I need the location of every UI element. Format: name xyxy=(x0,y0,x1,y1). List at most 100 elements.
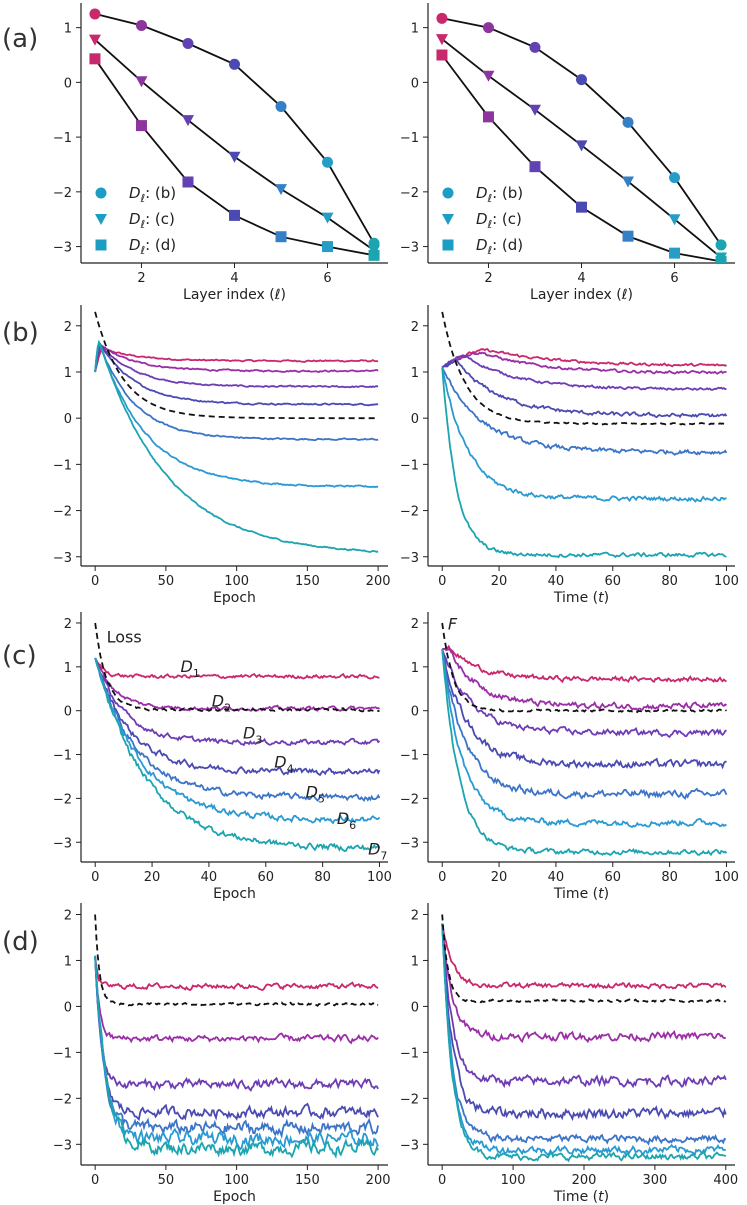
x-axis-label: Layer index (ℓ) xyxy=(183,287,286,303)
data-layer xyxy=(441,914,727,1163)
series-line-D5 xyxy=(441,367,728,456)
y-tick-label: 0 xyxy=(411,705,419,720)
data-layer xyxy=(441,311,728,559)
series-line-D2 xyxy=(441,351,727,375)
data-layer xyxy=(441,622,728,857)
data-point xyxy=(529,161,541,173)
series-line-D1 xyxy=(442,644,727,684)
y-tick-label: 0 xyxy=(64,412,72,427)
y-tick-label: −3 xyxy=(400,1138,419,1153)
series-line-D5 xyxy=(94,955,379,1140)
series-line-D7 xyxy=(441,649,728,857)
x-tick-label: 300 xyxy=(642,1173,667,1188)
x-tick-label: 50 xyxy=(158,1173,175,1188)
data-point xyxy=(275,100,287,112)
y-tick-label: 1 xyxy=(64,22,72,37)
x-tick-label: 200 xyxy=(366,1173,391,1188)
legend: Dℓ: (b) Dℓ: (c) Dℓ: (d) xyxy=(95,184,176,257)
loss-line xyxy=(94,311,379,420)
series-line-D2 xyxy=(94,657,381,712)
y-tick-label: 2 xyxy=(64,617,72,632)
data-point xyxy=(622,176,635,188)
data-point xyxy=(368,249,380,261)
x-tick-label: 4 xyxy=(230,271,238,286)
row-label-c: (c) xyxy=(2,641,37,671)
series-line-D5 xyxy=(94,657,381,803)
x-tick-label: 60 xyxy=(604,870,621,885)
y-tick-label: −2 xyxy=(400,505,419,520)
legend-entry: Dℓ: (c) xyxy=(476,210,522,231)
panel-b-left: 0 50 100 150 200 2 1 0 −1 −2 −3 Epoch xyxy=(53,305,391,606)
y-tick-label: 1 xyxy=(64,661,72,676)
series-line-D6 xyxy=(441,367,727,503)
x-tick-label: 0 xyxy=(438,1173,446,1188)
data-point xyxy=(181,115,194,127)
data-point xyxy=(322,156,334,168)
x-tick-label: 80 xyxy=(314,870,331,885)
data-layer xyxy=(94,622,381,852)
x-tick-label: 40 xyxy=(201,870,218,885)
x-tick-label: 60 xyxy=(257,870,274,885)
x-tick-label: 40 xyxy=(548,574,565,589)
y-tick-label: 0 xyxy=(64,76,72,91)
x-axis-label: Time (t) xyxy=(553,590,609,606)
annotation-F: F xyxy=(448,615,458,634)
y-tick-label: 1 xyxy=(64,366,72,381)
y-tick-label: −3 xyxy=(400,551,419,566)
y-tick-label: −1 xyxy=(400,749,419,764)
panel-d-left: 0 50 100 150 200 2 1 0 −1 −2 −3 Epoch xyxy=(53,903,391,1205)
series-line-D5 xyxy=(441,923,727,1146)
y-tick-label: −2 xyxy=(400,1092,419,1107)
series-line-D6 xyxy=(441,649,727,829)
y-tick-label: −2 xyxy=(400,792,419,807)
series-line-D4 xyxy=(94,955,379,1121)
data-point xyxy=(482,22,494,34)
annotation-D_4: D4 xyxy=(274,753,293,776)
x-tick-label: 6 xyxy=(670,271,678,286)
series-line-D1 xyxy=(94,657,380,680)
x-tick-label: 0 xyxy=(91,870,99,885)
panel-a-left: 2 4 6 1 0 −1 −2 −3 Layer index (ℓ) Dℓ: (b) Dℓ: (c)… xyxy=(53,3,388,303)
series-line-D2 xyxy=(441,923,727,1044)
data-point xyxy=(576,74,587,86)
x-tick-label: 0 xyxy=(438,574,446,589)
annotation-D_3: D3 xyxy=(243,723,262,746)
annotation-D_1: D1 xyxy=(180,657,199,680)
y-tick-label: 0 xyxy=(411,412,419,427)
x-tick-label: 2 xyxy=(484,271,492,286)
data-point xyxy=(669,172,681,184)
y-tick-label: 0 xyxy=(411,76,419,91)
y-tick-label: −1 xyxy=(53,749,72,764)
x-tick-label: 100 xyxy=(224,574,249,589)
x-tick-label: 20 xyxy=(491,870,508,885)
x-tick-label: 200 xyxy=(572,1173,597,1188)
data-point xyxy=(89,8,101,20)
data-point xyxy=(275,231,287,243)
data-point xyxy=(275,184,288,196)
y-tick-label: −3 xyxy=(53,551,72,566)
y-tick-label: −3 xyxy=(400,241,419,256)
y-tick-label: 2 xyxy=(64,908,72,923)
loss-line xyxy=(441,311,727,426)
data-point xyxy=(482,70,495,82)
series-line-D1 xyxy=(94,955,379,991)
y-tick-label: 0 xyxy=(64,705,72,720)
row-label-a: (a) xyxy=(2,24,38,54)
y-tick-label: 2 xyxy=(411,617,419,632)
data-point xyxy=(322,241,334,253)
y-tick-label: 0 xyxy=(411,1000,419,1015)
x-tick-label: 6 xyxy=(323,271,331,286)
x-tick-label: 100 xyxy=(224,1173,249,1188)
loss-line xyxy=(441,914,727,1004)
y-tick-label: −1 xyxy=(400,458,419,473)
series-line-D4 xyxy=(94,657,381,777)
y-tick-label: 2 xyxy=(411,908,419,923)
series-line-D4 xyxy=(94,342,379,407)
series-line-D1 xyxy=(94,347,379,373)
data-layer xyxy=(94,914,379,1159)
x-tick-label: 150 xyxy=(295,1173,320,1188)
data-point xyxy=(88,34,101,46)
panel-c-left: 0 20 40 60 80 100 2 1 0 −1 −2 −3 Epoch Loss D1 D2 D3 D4 D5… xyxy=(53,612,392,902)
y-tick-label: −1 xyxy=(400,131,419,146)
